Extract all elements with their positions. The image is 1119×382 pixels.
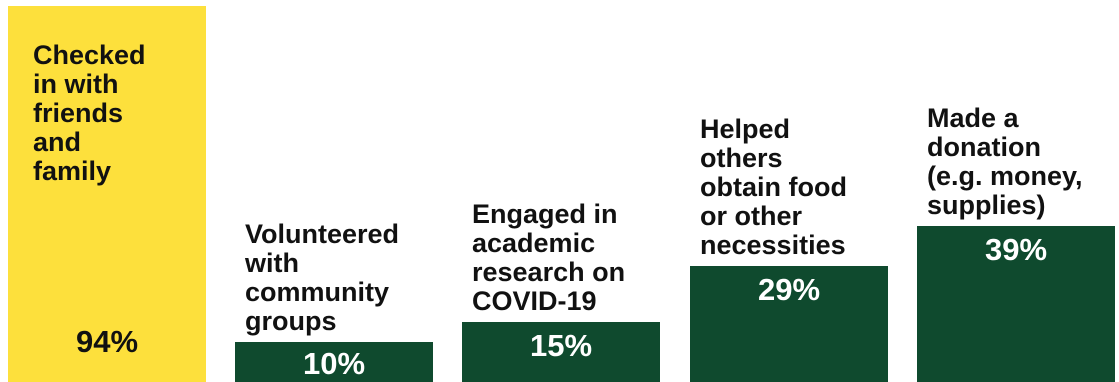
category-label-3: Engaged in academic research on COVID-19 [472,199,626,316]
value-label-5: 39% [984,232,1048,267]
value-label-4: 29% [757,272,821,307]
value-label-1: 94% [75,324,139,359]
bar-2 [235,342,433,382]
value-label-2: 10% [302,346,366,381]
value-label-3: 15% [529,328,593,363]
category-label-5: Made a donation (e.g. money, supplies) [927,103,1083,220]
bar-3 [462,322,660,382]
category-label-2: Volunteered with community groups [245,219,400,336]
bar-1 [8,6,206,382]
category-label-4: Helped others obtain food or other neces… [700,114,847,260]
bar-4 [690,266,888,382]
category-label-1: Checked in with friends and family [33,40,146,186]
bar-5 [917,226,1115,382]
